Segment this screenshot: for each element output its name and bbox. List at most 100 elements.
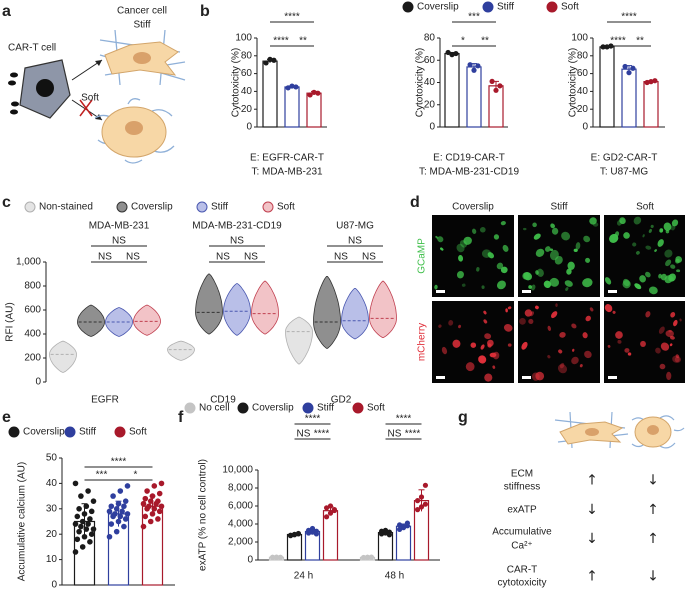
arrow-stiff: ↑	[586, 473, 598, 489]
cell	[622, 280, 631, 289]
data-point	[144, 488, 150, 494]
cell	[582, 278, 593, 288]
cell	[573, 248, 578, 252]
arrow-soft: ↑	[647, 531, 659, 547]
cell	[479, 356, 484, 361]
legend-label: Stiff	[317, 403, 334, 414]
violin	[251, 280, 279, 335]
data-point	[158, 503, 165, 510]
cell	[616, 219, 622, 226]
violin	[313, 276, 341, 349]
data-point	[156, 490, 163, 497]
cell	[557, 364, 568, 374]
data-point	[396, 522, 403, 528]
cell	[564, 280, 573, 287]
column-title: Stiff	[550, 202, 567, 213]
significance-label: NS	[230, 236, 244, 247]
data-point	[156, 508, 163, 515]
y-tick-label: 20	[577, 104, 589, 115]
arrow-soft: ↑	[647, 502, 659, 518]
data-point	[378, 528, 385, 534]
row-label: CAR-T	[507, 565, 538, 576]
data-point	[113, 506, 120, 512]
data-point	[90, 526, 97, 532]
cell	[440, 247, 444, 251]
cell	[437, 236, 444, 243]
cell	[654, 249, 657, 252]
data-point	[418, 494, 425, 500]
data-point	[117, 488, 124, 494]
cell	[463, 236, 472, 245]
cell	[480, 344, 485, 350]
cell	[571, 356, 579, 365]
cell	[589, 307, 594, 312]
cell	[650, 224, 654, 229]
x-tick-label: GD2	[331, 395, 352, 406]
cell	[619, 217, 626, 225]
data-point	[368, 554, 375, 560]
cell	[571, 323, 577, 329]
data-point	[467, 62, 473, 68]
significance-label: **	[636, 36, 644, 47]
data-point	[271, 57, 277, 63]
row-label: cytotoxicity	[498, 578, 547, 589]
cell	[645, 271, 651, 278]
data-point	[295, 530, 302, 537]
significance-label: NS	[112, 236, 126, 247]
diagram-a: CAR-T cell Cancer cell Stiff Soft	[8, 6, 186, 164]
panel-label: e	[2, 409, 11, 426]
y-tick-label: 800	[24, 281, 41, 292]
data-point	[108, 503, 115, 510]
y-tick-label: 50	[46, 453, 58, 464]
scale-bar	[522, 290, 531, 293]
legend-marker	[237, 402, 249, 414]
y-tick-label: 10,000	[222, 465, 253, 476]
data-point	[121, 523, 127, 530]
y-tick-label: 80	[577, 50, 589, 61]
cell	[670, 277, 675, 282]
nucleus	[647, 425, 659, 435]
cell	[535, 248, 545, 257]
legend-marker	[24, 201, 36, 213]
scale-bar	[436, 376, 445, 379]
data-point	[155, 498, 161, 504]
cell	[559, 332, 566, 338]
arrow-soft: ↓	[647, 569, 659, 585]
y-axis-label: Cytotoxicity (%)	[568, 48, 579, 117]
violin	[77, 304, 105, 337]
row-label: GCaMP	[417, 238, 428, 274]
cell	[561, 231, 571, 241]
cell	[666, 371, 672, 381]
cell	[458, 254, 464, 262]
x-tick-label: 48 h	[385, 571, 404, 582]
significance-label: ****	[405, 429, 421, 440]
data-point	[291, 531, 298, 537]
cell	[585, 257, 591, 263]
cell	[470, 342, 477, 348]
data-point	[289, 83, 295, 89]
cell	[660, 342, 670, 351]
cell	[435, 235, 439, 239]
legend-marker	[184, 402, 196, 414]
panel-label: a	[2, 3, 11, 20]
cell	[458, 324, 462, 329]
data-point	[489, 78, 495, 84]
cell	[476, 267, 480, 272]
legend-label: Coverslip	[23, 427, 65, 438]
data-point	[309, 529, 316, 535]
data-point	[78, 493, 84, 499]
data-point	[140, 523, 147, 530]
panel-label: d	[410, 194, 420, 211]
bar	[466, 66, 482, 128]
cell	[575, 242, 581, 250]
data-point	[269, 554, 276, 560]
y-tick-label: 0	[51, 580, 57, 591]
data-point	[382, 527, 389, 533]
significance-label: NS	[216, 252, 230, 263]
cell	[465, 362, 475, 372]
data-point	[81, 511, 88, 517]
cell	[615, 331, 623, 339]
cell	[543, 280, 552, 288]
cell	[434, 284, 438, 290]
data-point	[422, 501, 429, 507]
